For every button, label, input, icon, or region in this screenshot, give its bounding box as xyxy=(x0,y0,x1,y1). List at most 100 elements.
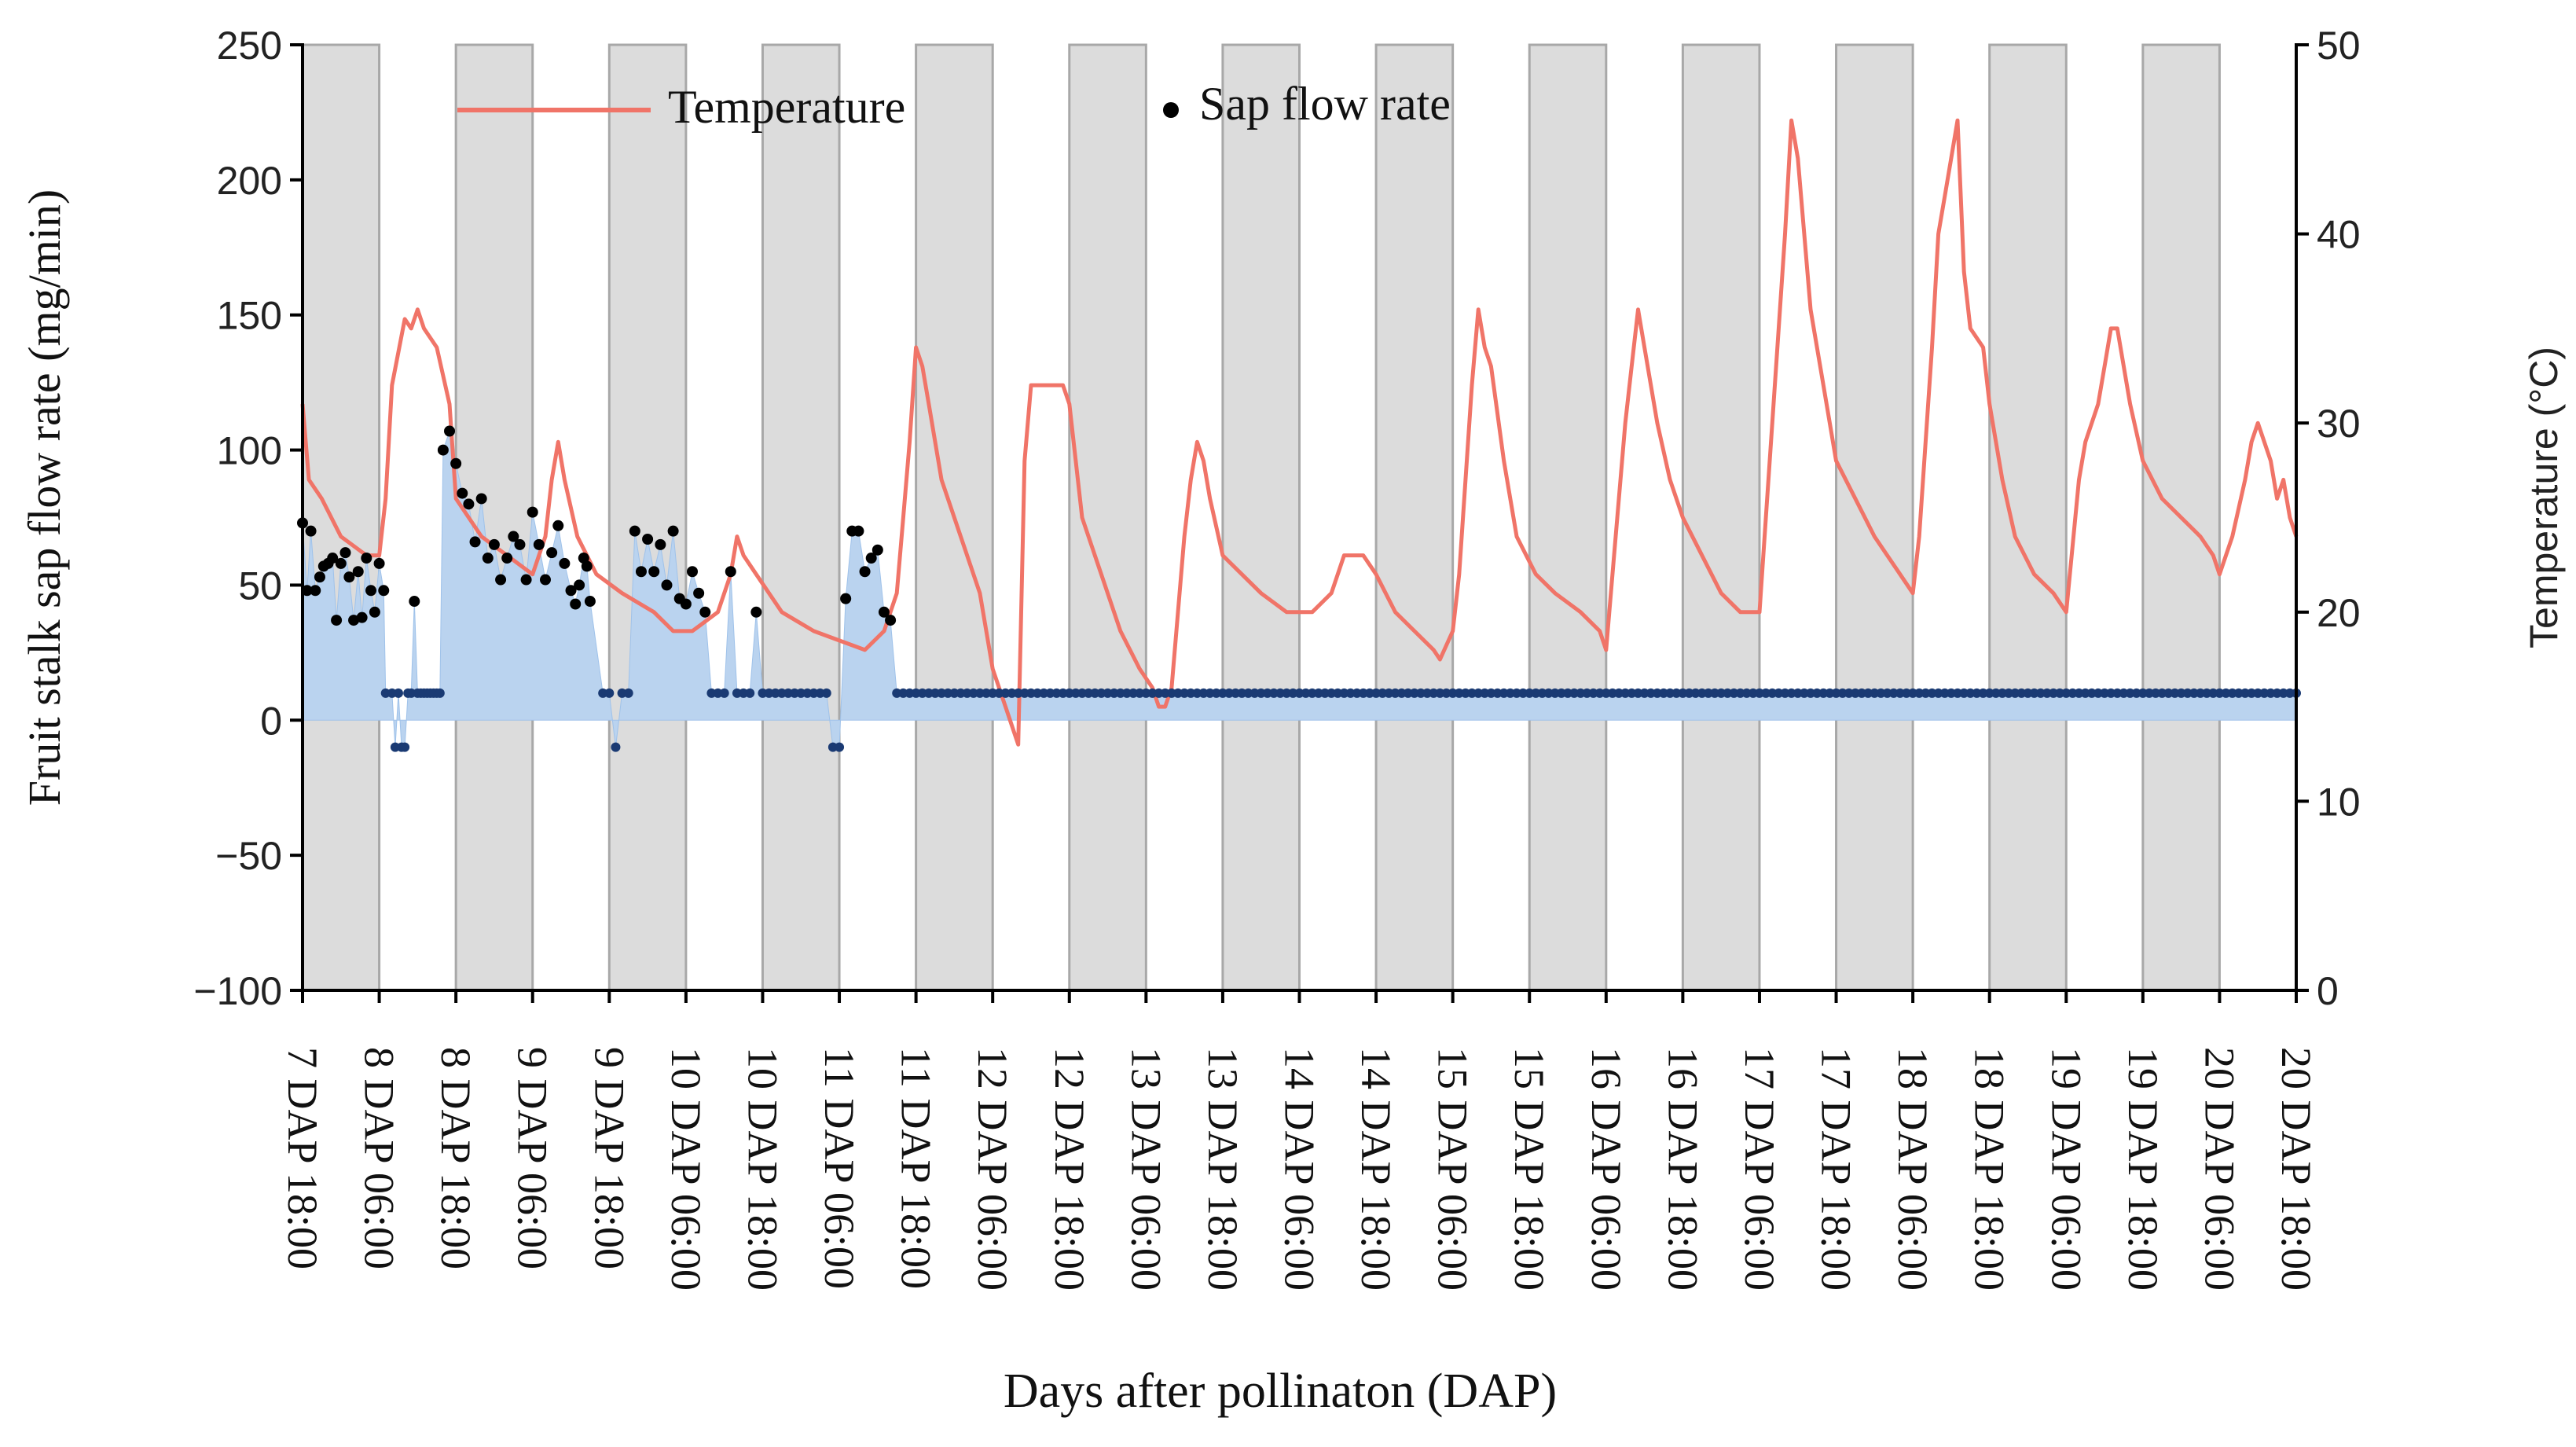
sap-flow-point-42 xyxy=(463,498,475,510)
x-tick-label: 10 DAP 18:00 xyxy=(739,1047,786,1291)
sap-flow-point-24 xyxy=(393,688,403,698)
sap-flow-point-47 xyxy=(495,574,507,586)
x-tick-label: 20 DAP 18:00 xyxy=(2273,1047,2320,1291)
y-tick-label-right: 0 xyxy=(2317,969,2339,1013)
x-tick-label: 12 DAP 06:00 xyxy=(969,1047,1016,1291)
night-band-10 xyxy=(1681,43,1761,992)
sap-flow-point-3 xyxy=(305,525,317,537)
sap-flow-point-41 xyxy=(457,487,468,499)
sap-flow-point-54 xyxy=(539,574,551,586)
night-band-8 xyxy=(1374,43,1455,992)
y-tick-label-left: 150 xyxy=(217,294,282,338)
sap-flow-point-14 xyxy=(352,566,364,578)
sap-flow-point-4 xyxy=(310,585,321,597)
x-tick-label: 7 DAP 18:00 xyxy=(279,1047,326,1269)
night-band-7 xyxy=(1221,43,1301,992)
sap-flow-point-74 xyxy=(661,579,673,591)
sap-flow-point-59 xyxy=(570,598,582,610)
sap-flow-point-109 xyxy=(885,615,897,626)
sap-flow-point-102 xyxy=(840,593,852,604)
y-tick-label-right: 10 xyxy=(2317,780,2361,824)
x-tick-label: 18 DAP 06:00 xyxy=(1889,1047,1936,1291)
sap-flow-point-101 xyxy=(835,742,845,752)
sap-flow-point-108 xyxy=(878,606,890,618)
sap-flow-point-78 xyxy=(687,566,699,578)
y-tick-label-left: 250 xyxy=(217,24,282,68)
sap-flow-point-106 xyxy=(865,553,877,564)
y-tick-label-right: 20 xyxy=(2317,591,2361,635)
sap-flow-point-58 xyxy=(565,585,577,597)
y-axis-left-title: Fruit stalk sap flow rate (mg/min) xyxy=(19,189,70,806)
temperature-line xyxy=(300,118,2299,747)
sap-flow-point-17 xyxy=(365,585,377,597)
sap-flow-point-79 xyxy=(693,587,705,599)
sap-flow-point-20 xyxy=(378,585,390,597)
sap-flow-point-63 xyxy=(584,596,596,608)
x-tick-label: 12 DAP 18:00 xyxy=(1046,1047,1093,1291)
x-tick-label: 13 DAP 06:00 xyxy=(1122,1047,1169,1291)
sap-flow-point-11 xyxy=(339,547,351,559)
sap-flow-point-88 xyxy=(750,606,762,618)
temperature-series xyxy=(300,118,2299,747)
night-band-12 xyxy=(1988,43,2068,992)
sap-flow-point-84 xyxy=(725,566,736,578)
x-tick-label: 20 DAP 06:00 xyxy=(2196,1047,2243,1291)
sap-flow-point-39 xyxy=(444,425,456,437)
sap-flow-point-65 xyxy=(604,688,615,698)
sap-flow-point-49 xyxy=(508,531,519,542)
sap-flow-point-2 xyxy=(301,585,313,597)
y-tick-label-right: 40 xyxy=(2317,213,2361,257)
sap-flow-point-29 xyxy=(409,596,420,608)
y-tick-label-left: 200 xyxy=(217,159,282,203)
sap-flow-point-107 xyxy=(872,544,883,556)
x-tick-label: 14 DAP 06:00 xyxy=(1276,1047,1323,1291)
sap-flow-point-50 xyxy=(514,538,526,550)
x-tick-label: 16 DAP 06:00 xyxy=(1583,1047,1630,1291)
x-tick-label: 15 DAP 18:00 xyxy=(1506,1047,1553,1291)
x-tick-label: 19 DAP 18:00 xyxy=(2119,1047,2167,1291)
sap-flow-point-37 xyxy=(435,688,445,698)
sap-flow-point-44 xyxy=(475,493,487,505)
sap-flow-point-60 xyxy=(574,579,585,591)
x-tick-label: 17 DAP 06:00 xyxy=(1736,1047,1783,1291)
sap-flow-point-56 xyxy=(552,520,564,531)
sap-flow-point-52 xyxy=(527,506,538,518)
sap-flow-points xyxy=(297,425,2301,752)
sap-flow-point-26 xyxy=(400,742,410,752)
sap-flow-point-72 xyxy=(648,566,660,578)
legend-temperature-label: Temperature xyxy=(668,81,905,133)
y-axis-right-title: Temperature (°C) xyxy=(2522,347,2566,648)
x-tick-label: 11 DAP 18:00 xyxy=(893,1047,940,1289)
x-tick-label: 10 DAP 06:00 xyxy=(662,1047,710,1291)
sap-flow-point-45 xyxy=(482,553,494,564)
y-tick-label-left: 50 xyxy=(238,564,282,608)
sap-flow-point-48 xyxy=(501,553,513,564)
night-band-3 xyxy=(607,43,688,992)
x-tick-label: 19 DAP 06:00 xyxy=(2042,1047,2090,1291)
sap-flow-point-75 xyxy=(667,525,679,537)
night-band-4 xyxy=(761,43,841,992)
sap-flow-point-73 xyxy=(655,538,666,550)
legend: Temperature Sap flow rate xyxy=(457,78,1451,133)
y-tick-label-left: −100 xyxy=(193,969,282,1013)
sap-flow-point-9 xyxy=(331,615,343,626)
sap-flow-point-5 xyxy=(314,571,325,583)
sap-flow-point-46 xyxy=(488,538,500,550)
sap-flow-point-16 xyxy=(361,553,372,564)
sap-flow-point-15 xyxy=(356,611,368,623)
sap-flow-point-43 xyxy=(469,536,481,548)
sap-flow-point-55 xyxy=(546,547,558,559)
sap-flow-point-68 xyxy=(623,688,633,698)
sap-flow-point-38 xyxy=(437,444,449,456)
x-tick-label: 13 DAP 18:00 xyxy=(1199,1047,1246,1291)
y-tick-label-right: 50 xyxy=(2317,24,2361,68)
sap-flow-point-12 xyxy=(343,571,355,583)
sap-flow-point-99 xyxy=(821,688,831,698)
sap-flow-point-40 xyxy=(450,457,462,469)
sap-flow-point-69 xyxy=(629,525,640,537)
x-tick-label: 17 DAP 18:00 xyxy=(1813,1047,1860,1291)
x-tick-label: 18 DAP 18:00 xyxy=(1966,1047,2013,1291)
night-band-1 xyxy=(301,43,381,992)
